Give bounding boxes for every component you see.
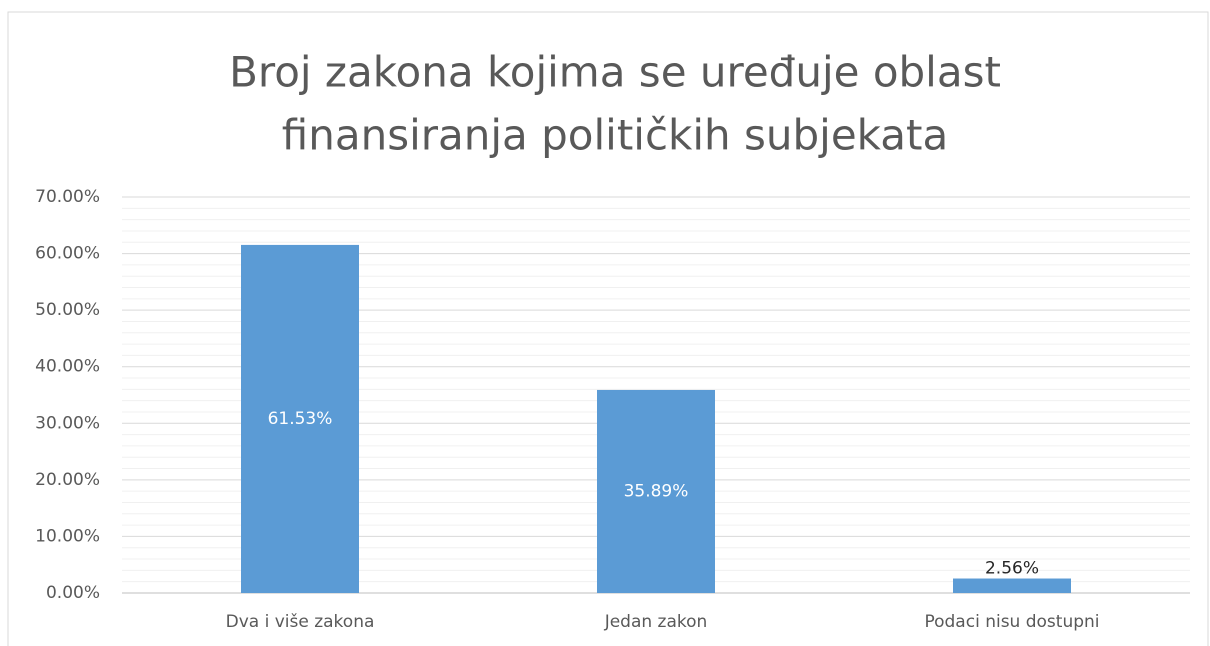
y-tick-label: 0.00% xyxy=(46,583,100,603)
bar xyxy=(597,389,715,593)
y-tick-label: 20.00% xyxy=(35,470,100,490)
data-label: 61.53% xyxy=(268,409,333,429)
bar xyxy=(953,578,1071,593)
y-tick-label: 70.00% xyxy=(35,187,100,207)
y-tick-label: 30.00% xyxy=(35,413,100,433)
x-tick-label: Jedan zakon xyxy=(604,612,708,632)
chart-title: finansiranja političkih subjekata xyxy=(282,111,948,160)
data-label: 2.56% xyxy=(985,559,1039,579)
bar xyxy=(241,244,359,593)
y-tick-label: 10.00% xyxy=(35,526,100,546)
x-tick-label: Podaci nisu dostupni xyxy=(924,612,1099,632)
y-tick-label: 60.00% xyxy=(35,244,100,264)
data-label: 35.89% xyxy=(624,481,689,501)
x-tick-label: Dva i više zakona xyxy=(226,612,375,632)
y-tick-label: 40.00% xyxy=(35,357,100,377)
y-tick-label: 50.00% xyxy=(35,300,100,320)
chart-title: Broj zakona kojima se uređuje oblast xyxy=(229,48,1001,97)
